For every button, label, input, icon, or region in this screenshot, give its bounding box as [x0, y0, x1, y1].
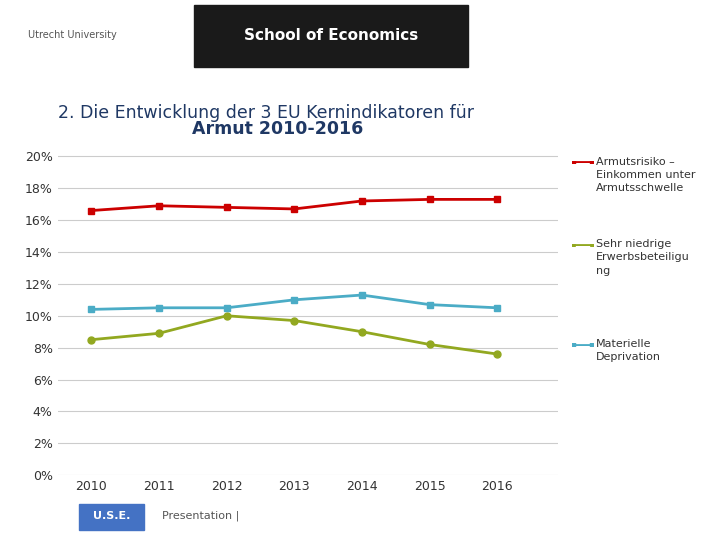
Text: Materielle
Deprivation: Materielle Deprivation — [596, 339, 661, 362]
Text: Utrecht University: Utrecht University — [27, 30, 117, 40]
Text: Armut 2010-2016: Armut 2010-2016 — [192, 120, 363, 138]
Text: Sehr niedrige
Erwerbsbeteiligu
ng: Sehr niedrige Erwerbsbeteiligu ng — [596, 239, 690, 275]
FancyBboxPatch shape — [79, 503, 144, 530]
Text: U.S.E.: U.S.E. — [93, 511, 130, 521]
Text: School of Economics: School of Economics — [244, 28, 418, 43]
Text: 2. Die Entwicklung der 3 EU Kernindikatoren für: 2. Die Entwicklung der 3 EU Kernindikato… — [58, 104, 474, 122]
FancyBboxPatch shape — [194, 5, 468, 66]
Text: Presentation |: Presentation | — [155, 510, 239, 521]
Text: Armutsrisiko –
Einkommen unter
Armutsschwelle: Armutsrisiko – Einkommen unter Armutssch… — [596, 157, 696, 193]
